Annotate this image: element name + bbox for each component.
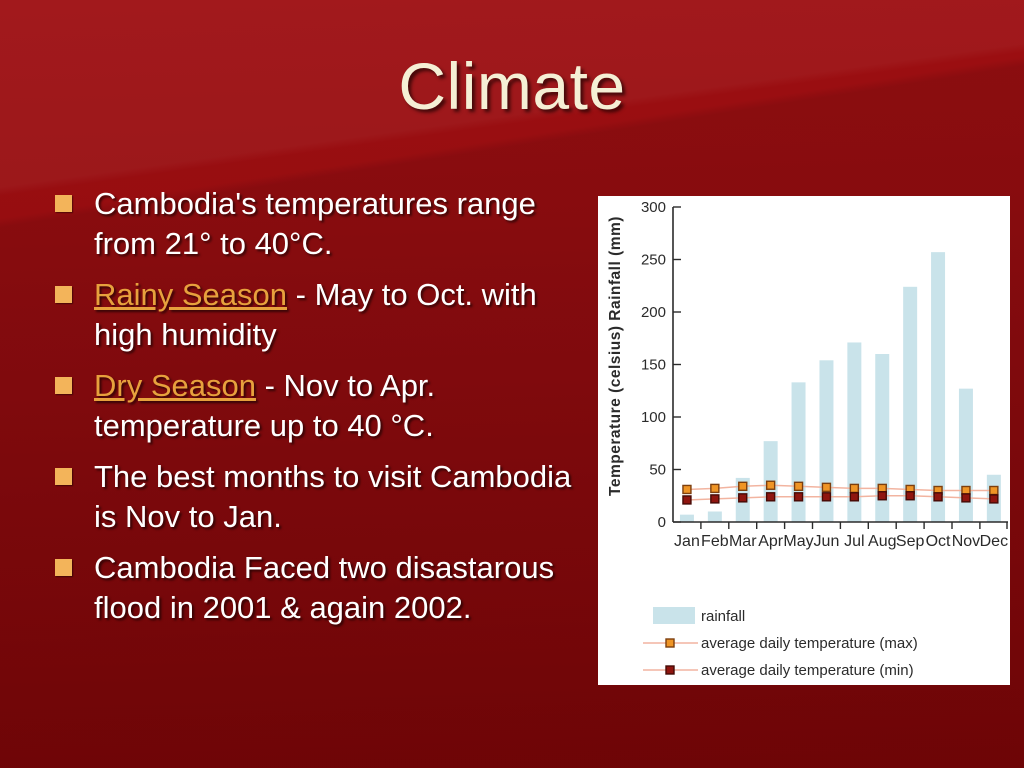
list-item: Cambodia Faced two disastarous flood in … xyxy=(55,548,595,628)
month-label-jun: Jun xyxy=(814,533,840,550)
y-axis-label: Temperature (celsius) Rainfall (mm) xyxy=(607,216,624,496)
climate-chart: 0 50 100 150 200 250 300 Jan Feb Mar Apr May Jun Jul A… xyxy=(607,199,1008,679)
rainfall-bar-jan xyxy=(679,514,694,522)
rainfall-bar-jun xyxy=(819,360,834,522)
max-temp-line xyxy=(686,484,994,492)
min-temp-marker xyxy=(738,493,748,503)
dry-season-link[interactable]: Dry Season xyxy=(94,368,256,403)
rainy-season-link[interactable]: Rainy Season xyxy=(94,277,288,312)
month-label-mar: Mar xyxy=(729,533,757,550)
legend-temp-label: average daily temperature (max) xyxy=(701,635,918,652)
month-label-feb: Feb xyxy=(701,533,729,550)
climate-chart-panel: 0 50 100 150 200 250 300 Jan Feb Mar Apr May Jun Jul A… xyxy=(598,196,1010,685)
min-temp-marker xyxy=(877,491,887,501)
month-label-may: May xyxy=(783,533,813,550)
month-label-dec: Dec xyxy=(980,533,1008,550)
min-temp-marker xyxy=(849,492,860,502)
rainfall-bar-jul xyxy=(847,342,862,522)
bullet-square-icon xyxy=(55,286,72,303)
max-temp-marker xyxy=(710,483,720,494)
bullet-square-icon xyxy=(55,377,72,394)
bullet-text-segment: - May to Oct. with high humidity xyxy=(94,277,537,352)
rainfall-bar-sep xyxy=(903,286,918,522)
bullet-square-icon xyxy=(55,559,72,576)
legend-temp-label: average daily temperature (min) xyxy=(701,662,914,679)
legend-rainfall-swatch xyxy=(653,607,695,624)
min-temp-marker xyxy=(961,493,971,503)
month-label-jul: Jul xyxy=(844,533,864,550)
bullet-square-icon xyxy=(55,195,72,212)
legend-rainfall-label: rainfall xyxy=(701,608,745,625)
y-tick-label: 200 xyxy=(641,304,666,321)
max-temp-marker xyxy=(738,481,748,491)
bullet-text: The best months to visit Cambodia is Nov… xyxy=(94,457,572,537)
y-tick-label: 50 xyxy=(649,462,666,479)
min-temp-marker xyxy=(710,494,720,504)
max-temp-marker xyxy=(682,484,692,495)
page-title: Climate xyxy=(398,49,626,123)
list-item: The best months to visit Cambodia is Nov… xyxy=(55,457,595,537)
rainfall-bar-aug xyxy=(875,354,890,522)
list-item: Rainy Season - May to Oct. with high hum… xyxy=(55,275,595,355)
y-tick-label: 0 xyxy=(658,514,666,531)
legend-marker xyxy=(665,638,675,648)
bullet-text-segment: Cambodia Faced two disastarous flood in … xyxy=(94,550,555,625)
legend-marker xyxy=(665,665,675,675)
bullet-text-segment: - Nov to Apr. temperature up to 40 °C. xyxy=(94,368,436,443)
min-temp-line xyxy=(686,495,994,501)
list-item: Cambodia's temperatures range from 21° t… xyxy=(55,184,595,264)
y-tick-label: 250 xyxy=(641,252,666,269)
month-label-apr: Apr xyxy=(758,533,784,550)
bullet-text: Dry Season - Nov to Apr. temperature up … xyxy=(94,366,572,446)
bullet-text: Cambodia's temperatures range from 21° t… xyxy=(94,184,572,264)
min-temp-marker xyxy=(989,494,999,504)
max-temp-marker xyxy=(793,481,804,491)
rainfall-bar-oct xyxy=(931,252,946,522)
month-label-nov: Nov xyxy=(952,533,980,550)
bullet-text-segment: Cambodia's temperatures range from 21° t… xyxy=(94,186,536,261)
max-temp-marker xyxy=(765,480,776,490)
month-label-sep: Sep xyxy=(896,533,925,550)
max-temp-marker xyxy=(821,482,832,493)
month-label-oct: Oct xyxy=(926,533,951,550)
y-tick-label: 300 xyxy=(641,199,666,216)
max-temp-marker xyxy=(849,483,860,494)
month-label-aug: Aug xyxy=(868,533,896,550)
rainfall-bar-feb xyxy=(707,511,722,522)
min-temp-marker xyxy=(765,492,776,502)
min-temp-marker xyxy=(821,492,832,502)
max-temp-marker xyxy=(989,485,999,496)
bullet-text-segment: The best months to visit Cambodia is Nov… xyxy=(94,459,572,534)
y-tick-label: 150 xyxy=(641,357,666,374)
y-tick-label: 100 xyxy=(641,409,666,426)
min-temp-marker xyxy=(793,492,804,502)
bullet-list: Cambodia's temperatures range from 21° t… xyxy=(55,184,595,639)
month-label-jan: Jan xyxy=(674,533,700,550)
min-temp-marker xyxy=(682,495,692,505)
min-temp-marker xyxy=(933,492,943,502)
bullet-square-icon xyxy=(55,468,72,485)
bullet-text: Rainy Season - May to Oct. with high hum… xyxy=(94,275,572,355)
min-temp-marker xyxy=(905,491,915,501)
bullet-text: Cambodia Faced two disastarous flood in … xyxy=(94,548,572,628)
list-item: Dry Season - Nov to Apr. temperature up … xyxy=(55,366,595,446)
